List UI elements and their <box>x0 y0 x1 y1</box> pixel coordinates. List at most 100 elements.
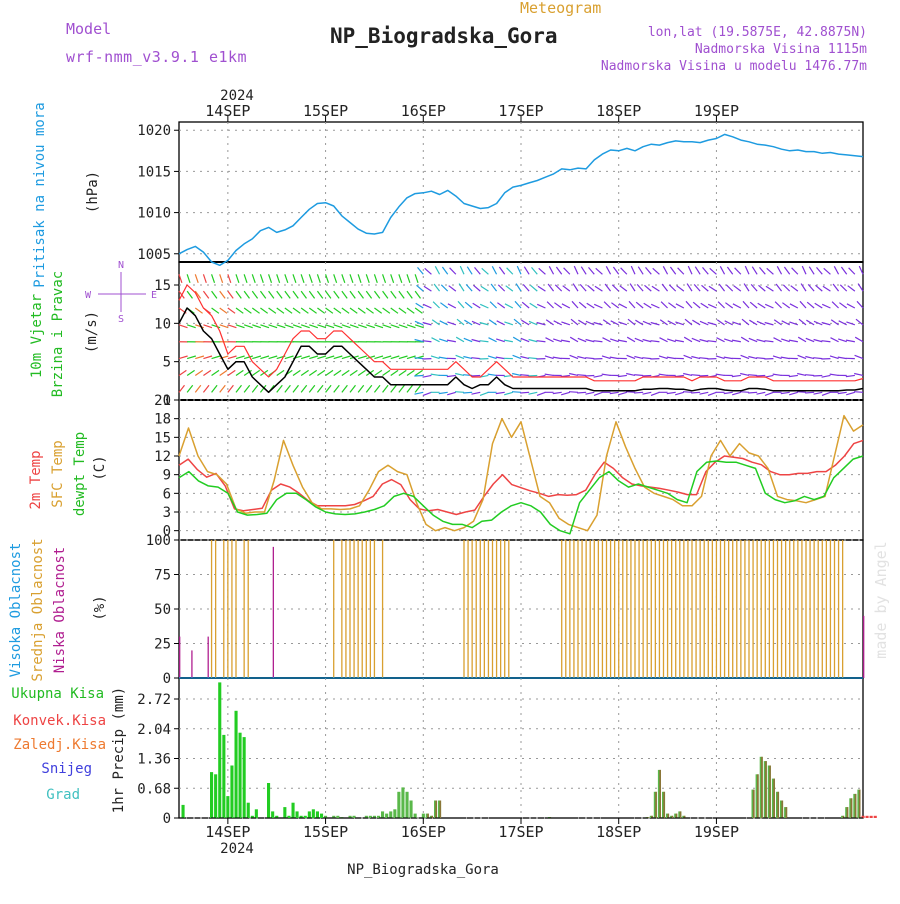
wind-arrow <box>752 267 757 275</box>
wind-arrow <box>391 356 400 359</box>
wind-arrow <box>179 370 186 375</box>
wind-arrow <box>293 370 300 375</box>
precip-total-bar <box>247 803 250 818</box>
wind-arrow <box>277 274 280 283</box>
wind-arrow <box>326 356 335 359</box>
wind-arrow <box>734 286 741 291</box>
precip-total-bar <box>182 805 185 818</box>
precip-total-bar <box>239 733 242 818</box>
wind-arrow <box>554 321 562 325</box>
wind-arrow <box>415 274 418 283</box>
wind-arrow <box>285 308 292 313</box>
wind-arrow <box>187 325 196 328</box>
wind-arrow <box>667 339 676 342</box>
wind-arrow <box>726 285 732 291</box>
wind-arrow <box>506 286 513 291</box>
wind-arrow <box>455 392 464 393</box>
precip-frozen-bar <box>655 792 657 818</box>
precip-frozen-bar <box>786 807 788 818</box>
wind-arrow <box>643 321 651 325</box>
wind-arrow <box>187 291 192 298</box>
wind-arrow <box>317 274 320 283</box>
wind-arrow <box>433 302 439 308</box>
wind-arrow <box>236 274 239 283</box>
wind-arrow <box>606 266 610 274</box>
precip-conv-bar <box>870 816 873 818</box>
precip-total-bar <box>397 792 400 818</box>
wind-arrow <box>374 274 377 283</box>
wind-arrow <box>342 274 345 283</box>
wind-arrow <box>638 267 643 275</box>
wind-arrow <box>612 285 618 291</box>
wind-arrow <box>317 385 323 392</box>
wind-arrow <box>725 303 732 308</box>
wind-arrow <box>594 341 603 342</box>
wind-arrow <box>480 304 488 308</box>
pressure-ytick-label: 1010 <box>137 206 171 222</box>
panel-gridlines <box>228 116 717 824</box>
wind-arrow <box>496 339 505 342</box>
wind-arrow <box>797 392 806 393</box>
wind-arrow <box>513 355 521 358</box>
wind-arrow <box>699 375 708 376</box>
wind-arrow <box>855 337 863 342</box>
wind-arrow <box>594 392 602 395</box>
temp-unit: (C) <box>92 455 108 480</box>
legend-snow: Snijeg <box>41 761 92 777</box>
wind-arrow <box>553 339 562 342</box>
wind-arrow <box>269 356 278 359</box>
wind-label-1: 10m Vjetar <box>29 294 45 378</box>
wind-arrow <box>244 274 247 283</box>
wind-arrow <box>831 320 838 325</box>
precip-frozen-bar <box>427 814 429 818</box>
wind-arrow <box>594 375 603 377</box>
wind-arrow <box>569 374 578 376</box>
wind-arrow <box>492 266 496 274</box>
wind-arrow <box>301 291 306 298</box>
wind-arrow <box>692 320 700 325</box>
precip-frozen-bar <box>663 792 665 818</box>
wind-arrow <box>659 374 668 375</box>
wind-arrow <box>561 340 570 342</box>
wind-arrow <box>610 392 619 393</box>
precip-total-bar <box>230 766 233 819</box>
wind-arrow <box>448 304 456 308</box>
wind-arrow <box>467 267 472 275</box>
wind-arrow <box>668 321 676 325</box>
wind-arrow <box>636 302 643 308</box>
wind-arrow <box>473 303 481 308</box>
wind-arrow <box>342 325 351 328</box>
wind-arrow <box>432 338 440 342</box>
wind-arrow <box>447 392 456 394</box>
wind-arrow <box>547 302 553 308</box>
wind-arrow <box>805 357 814 359</box>
model-altitude-text: Nadmorska Visina u modelu 1476.77m <box>601 59 867 74</box>
wind-arrow <box>830 374 839 375</box>
precip-total-bar <box>243 737 246 818</box>
wind-arrow <box>621 268 627 274</box>
wind-arrow <box>252 356 261 359</box>
wind-arrow <box>686 301 692 308</box>
wind-arrow <box>260 356 269 359</box>
wind-arrow <box>414 375 423 376</box>
wind-arrow <box>195 356 204 359</box>
wind-arrow <box>570 337 578 342</box>
wind-arrow <box>718 302 724 308</box>
wind-arrow <box>781 392 790 393</box>
precip-conv-bar <box>874 816 877 818</box>
wind-arrow <box>220 274 223 283</box>
wind-arrow <box>326 291 331 298</box>
wind-arrow <box>586 392 595 394</box>
wind-arrow <box>187 274 190 283</box>
wind-arrow <box>391 274 394 283</box>
wind-arrow <box>474 285 481 291</box>
wind-arrow <box>839 321 847 325</box>
wind-arrow <box>334 370 341 375</box>
legend-total: Ukupna Kisa <box>11 686 104 702</box>
wind-arrow <box>603 320 610 325</box>
wind-arrow <box>439 357 448 359</box>
wind-arrow <box>480 392 488 395</box>
wind-arrow <box>350 308 357 313</box>
wind-arrow <box>301 356 310 359</box>
